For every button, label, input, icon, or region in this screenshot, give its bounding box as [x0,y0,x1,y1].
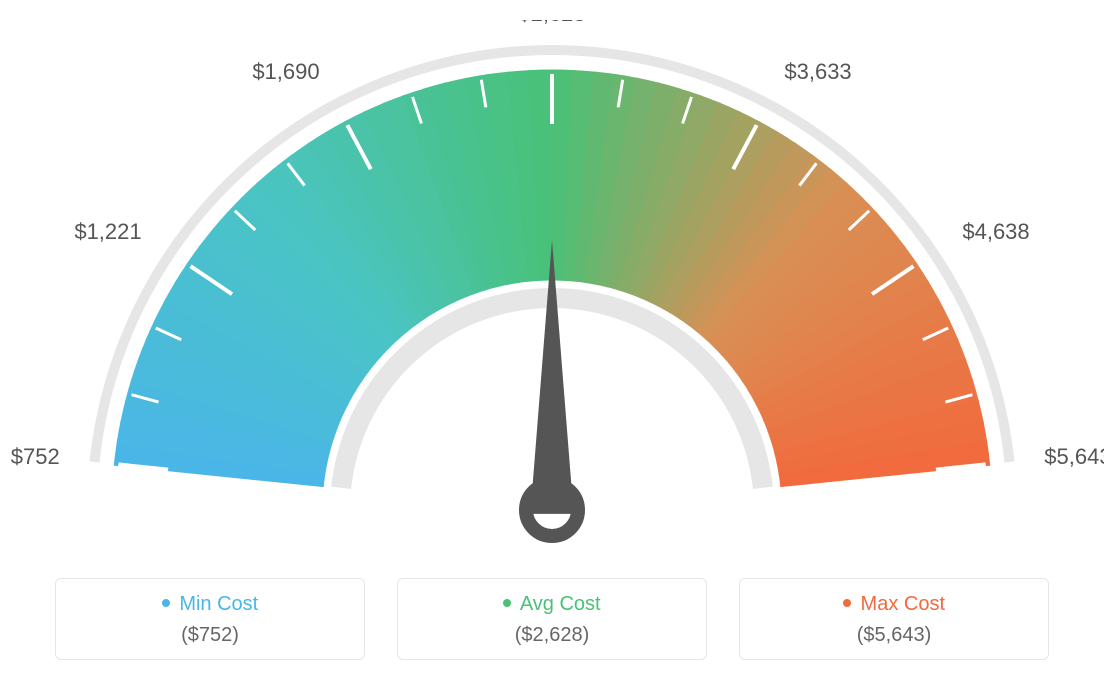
legend-row: Min Cost ($752) Avg Cost ($2,628) Max Co… [55,578,1049,660]
gauge-scale-label: $1,221 [74,219,141,244]
gauge-scale-label: $2,628 [518,20,585,26]
gauge-scale-label: $1,690 [252,59,319,84]
legend-value-avg: ($2,628) [398,624,706,647]
legend-dot-min [162,599,170,607]
gauge-scale-label: $752 [11,444,60,469]
legend-value-max: ($5,643) [740,624,1048,647]
legend-card-avg: Avg Cost ($2,628) [397,578,707,660]
legend-label-avg-text: Avg Cost [520,593,601,615]
legend-card-max: Max Cost ($5,643) [739,578,1049,660]
legend-dot-max [843,599,851,607]
gauge-needle [530,240,573,514]
legend-label-max: Max Cost [740,593,1048,616]
gauge-scale-label: $4,638 [962,219,1029,244]
legend-value-min: ($752) [56,624,364,647]
legend-label-min-text: Min Cost [179,593,258,615]
legend-dot-avg [503,599,511,607]
legend-label-max-text: Max Cost [861,593,945,615]
legend-label-min: Min Cost [56,593,364,616]
gauge-scale-label: $5,643 [1044,444,1104,469]
legend-card-min: Min Cost ($752) [55,578,365,660]
chart-container: $752 $1,221 $1,690 $2,628 $3,633 $4,638 $5,643… [0,0,1104,690]
gauge-svg: $752 $1,221 $1,690 $2,628 $3,633 $4,638 $5,643 [0,20,1104,550]
legend-label-avg: Avg Cost [398,593,706,616]
gauge-scale-label: $3,633 [784,59,851,84]
gauge-area: $752 $1,221 $1,690 $2,628 $3,633 $4,638 $5,643 [0,20,1104,550]
